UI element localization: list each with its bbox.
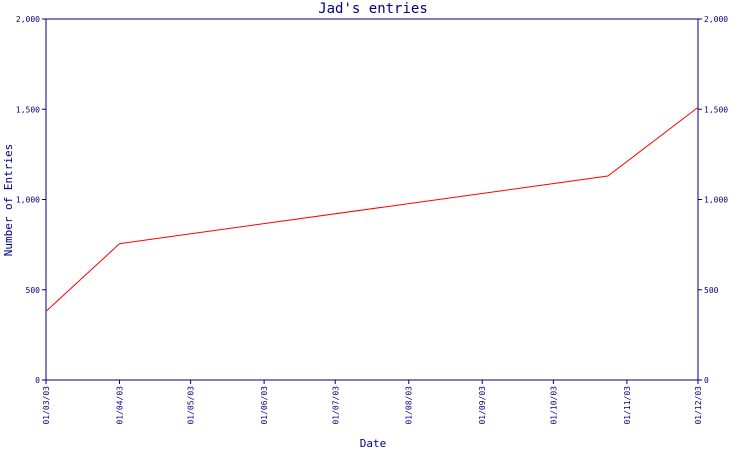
x-tick-label: 01/04/03 xyxy=(115,386,124,425)
y-tick-label-right: 0 xyxy=(704,376,709,385)
y-tick-label-right: 1,000 xyxy=(704,196,728,205)
x-tick-label: 01/08/03 xyxy=(405,386,414,425)
y-tick-label-left: 2,000 xyxy=(16,15,40,24)
x-tick-label: 01/07/03 xyxy=(331,386,340,425)
x-tick-label: 01/03/03 xyxy=(42,386,51,425)
series-group xyxy=(45,107,699,312)
y-axis-label: Number of Entries xyxy=(2,144,15,257)
x-tick-label: 01/05/03 xyxy=(187,386,196,425)
plot-frame xyxy=(45,18,699,381)
y-tick-label-left: 500 xyxy=(26,286,41,295)
y-tick-label-right: 2,000 xyxy=(704,15,728,24)
y-tick-label-right: 500 xyxy=(704,286,719,295)
x-tick-label: 01/09/03 xyxy=(478,386,487,425)
y-ticks-left: 0 500 1,000 1,500 2,000 xyxy=(16,15,46,385)
y-tick-label-right: 1,500 xyxy=(704,105,728,114)
y-tick-label-left: 1,000 xyxy=(16,196,40,205)
y-ticks-right: 0 500 1,000 1,500 2,000 xyxy=(698,15,728,385)
x-tick-label: 01/10/03 xyxy=(549,386,558,425)
series-line xyxy=(45,107,699,312)
x-tick-label: 01/11/03 xyxy=(623,386,632,425)
x-tick-label: 01/06/03 xyxy=(260,386,269,425)
x-tick-label: 01/12/03 xyxy=(694,386,703,425)
y-tick-label-left: 0 xyxy=(35,376,40,385)
chart-title: Jad's entries xyxy=(318,1,428,17)
x-axis-label: Date xyxy=(360,437,387,450)
x-ticks: 01/03/03 01/04/03 01/05/03 01/06/03 01/07/03… xyxy=(42,380,703,425)
y-tick-label-left: 1,500 xyxy=(16,105,40,114)
plot-border xyxy=(45,18,699,381)
